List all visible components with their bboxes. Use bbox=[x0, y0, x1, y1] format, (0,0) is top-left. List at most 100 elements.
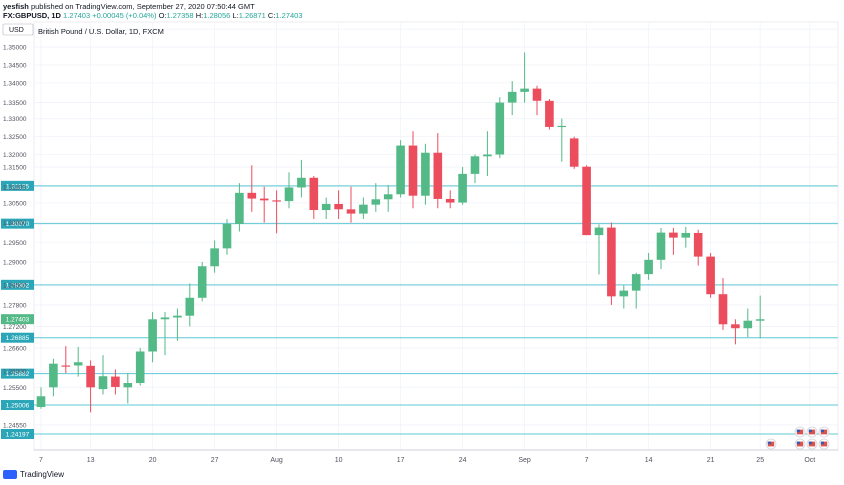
event-flag-icon[interactable] bbox=[818, 426, 830, 438]
candle-body bbox=[346, 209, 356, 214]
event-flag-icon[interactable] bbox=[818, 438, 830, 450]
y-tick-label: 1.29500 bbox=[3, 240, 27, 247]
candle bbox=[594, 224, 604, 275]
candle bbox=[272, 190, 281, 234]
y-tick-label: 1.32000 bbox=[3, 152, 27, 159]
candle-body bbox=[98, 376, 108, 390]
open-value: 1.27358 bbox=[166, 11, 194, 20]
candle bbox=[321, 197, 331, 219]
author-name[interactable]: yesfish bbox=[3, 2, 29, 11]
x-tick-label: Aug bbox=[270, 457, 283, 464]
level-label-box bbox=[1, 180, 34, 191]
y-tick-label: 1.29000 bbox=[3, 259, 27, 266]
open-label: O: bbox=[158, 11, 167, 20]
candle bbox=[111, 369, 120, 395]
chart-header: yesfish published on TradingView.com, Se… bbox=[3, 2, 303, 20]
low-label: L: bbox=[232, 11, 239, 20]
candle bbox=[210, 240, 219, 273]
candle bbox=[569, 136, 579, 169]
candle bbox=[247, 165, 257, 212]
candle-body bbox=[359, 204, 368, 214]
candle bbox=[334, 190, 343, 219]
candle-body bbox=[495, 102, 505, 155]
candle bbox=[545, 99, 554, 130]
low-value: 1.26871 bbox=[238, 11, 266, 20]
candle bbox=[160, 312, 170, 356]
high-label: H: bbox=[195, 11, 204, 20]
event-flag-icon[interactable] bbox=[794, 438, 806, 450]
candle bbox=[222, 218, 232, 255]
candle bbox=[259, 186, 269, 223]
chart-title: British Pound / U.S. Dollar, 1D, FXCM bbox=[38, 27, 164, 36]
event-flag-icon[interactable] bbox=[794, 426, 806, 438]
event-flag-icon[interactable] bbox=[765, 438, 777, 450]
x-tick-label: 13 bbox=[87, 457, 95, 464]
y-tick-label: 1.24550 bbox=[3, 422, 27, 429]
candle-body bbox=[309, 177, 319, 211]
candle bbox=[284, 172, 294, 209]
candle-body bbox=[235, 192, 244, 225]
y-tick-label: 1.27200 bbox=[3, 324, 27, 331]
footer-brand[interactable]: TradingView bbox=[3, 470, 64, 479]
candle bbox=[483, 131, 492, 177]
candle-body bbox=[483, 154, 492, 157]
event-flag-icon[interactable] bbox=[806, 426, 818, 438]
x-tick-label: 7 bbox=[39, 457, 43, 464]
candle-body bbox=[421, 152, 430, 196]
candle bbox=[148, 312, 157, 363]
y-tick-label: 1.30500 bbox=[3, 200, 27, 207]
time-axis: 7 13 20 27 Aug 10 17 24 Sep 7 14 21 25 Oct bbox=[34, 449, 838, 464]
candle bbox=[371, 183, 381, 212]
tradingview-logo-icon bbox=[3, 470, 17, 479]
candle bbox=[61, 346, 71, 373]
candle bbox=[731, 319, 740, 345]
x-tick-label: 10 bbox=[335, 457, 343, 464]
flag-canton bbox=[796, 429, 800, 433]
plot-frame bbox=[33, 21, 839, 451]
candle-body bbox=[731, 324, 740, 329]
candle bbox=[693, 229, 703, 266]
candle-body bbox=[669, 232, 678, 238]
x-tick-label: 20 bbox=[149, 457, 157, 464]
svg-text:USD: USD bbox=[9, 27, 24, 34]
candle bbox=[532, 85, 542, 116]
candle bbox=[197, 261, 207, 302]
candle-body bbox=[433, 152, 443, 199]
last-price-box bbox=[1, 314, 34, 325]
candle-body bbox=[532, 88, 542, 101]
horizontal-level-lines: 1.31125 1.30070 1.28362 1.26885 1.25882 1.250… bbox=[1, 180, 838, 439]
candle bbox=[755, 295, 765, 339]
candle bbox=[396, 140, 405, 198]
candle-body bbox=[656, 232, 666, 260]
level-label: 1.31125 bbox=[6, 183, 29, 190]
candle bbox=[669, 227, 678, 255]
candle bbox=[507, 81, 517, 116]
candle bbox=[656, 227, 666, 270]
candle-body bbox=[693, 232, 703, 257]
ohlc-line: FX:GBPUSD, 1D 1.27403 +0.00045 (+0.04%) … bbox=[3, 11, 303, 20]
candles bbox=[36, 52, 765, 413]
level-label: 1.28362 bbox=[6, 282, 30, 289]
level-label-box bbox=[1, 279, 34, 290]
x-tick-label: 7 bbox=[585, 457, 589, 464]
level-label-box bbox=[1, 332, 34, 343]
y-tick-label: 1.26600 bbox=[3, 345, 27, 352]
last-price: 1.27403 bbox=[63, 11, 91, 20]
y-tick-label: 1.34500 bbox=[3, 62, 27, 69]
level-label-box bbox=[1, 428, 34, 439]
candle bbox=[631, 272, 641, 309]
candle-body bbox=[545, 100, 554, 127]
flag-canton bbox=[820, 429, 824, 433]
candle-body bbox=[557, 125, 567, 128]
event-flag-icon[interactable] bbox=[806, 438, 818, 450]
candle bbox=[458, 167, 467, 205]
event-flags[interactable] bbox=[765, 426, 830, 450]
candle-body bbox=[681, 232, 691, 238]
candle-body bbox=[49, 363, 58, 388]
candle-body bbox=[718, 294, 728, 325]
candle-body bbox=[197, 266, 207, 298]
flag-canton bbox=[808, 441, 812, 445]
level-label-box bbox=[1, 368, 34, 379]
candle-body bbox=[321, 203, 331, 211]
candle bbox=[743, 308, 753, 338]
